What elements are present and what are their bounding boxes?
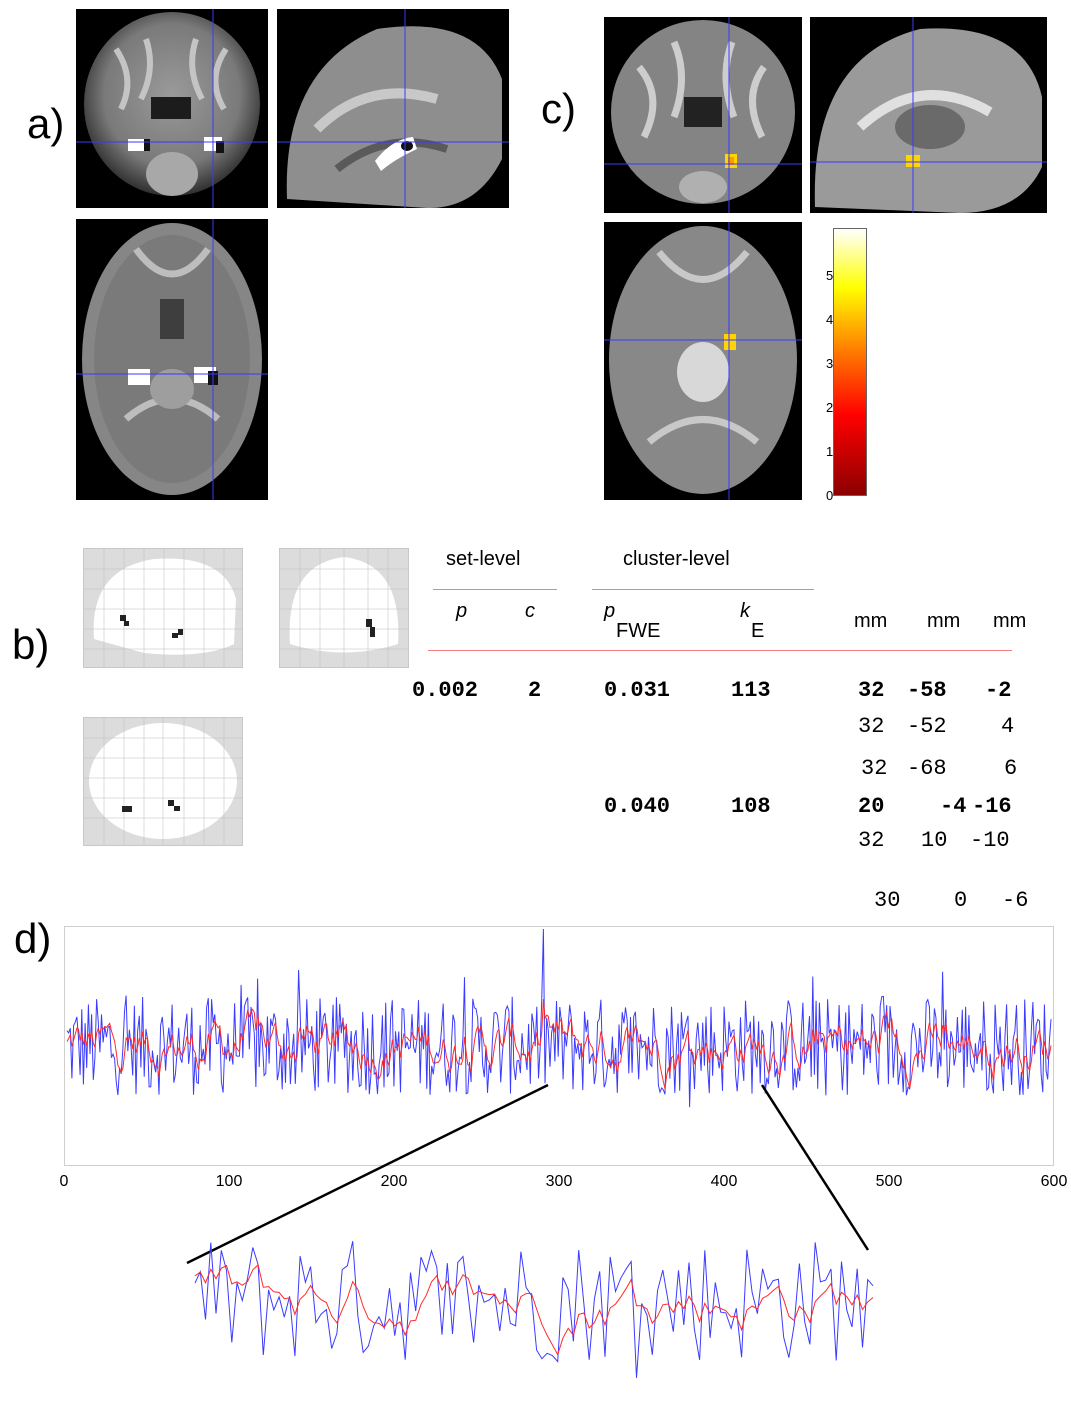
glass-brain-axial	[83, 717, 243, 846]
table-cell-x: 32	[861, 756, 888, 781]
mri-sagittal-c	[810, 17, 1047, 213]
time-series-plot	[64, 926, 1054, 1166]
colorbar-tick: 4	[826, 312, 834, 327]
col-mm-y-header: mm	[927, 610, 961, 632]
col-pfwe-subscript: FWE	[616, 620, 661, 642]
col-pfwe-header: p	[604, 600, 616, 622]
glass-brain-sagittal	[83, 548, 243, 668]
table-cell-y: 10	[921, 828, 948, 853]
series-blue-line	[194, 1241, 874, 1378]
panel-label-a: a)	[27, 100, 65, 147]
table-cell-z: -10	[970, 828, 1010, 853]
col-p-header: p	[456, 600, 468, 622]
col-c-header: c	[525, 600, 535, 622]
panel-label-b: b)	[12, 621, 50, 668]
table-cell-x: 30	[874, 888, 901, 913]
colorbar-tick: 1	[826, 444, 834, 459]
panel-label-c: c)	[541, 85, 576, 132]
table-cell-x: 20	[858, 794, 885, 819]
col-ke-subscript: E	[751, 620, 765, 642]
series-red-line	[66, 999, 1052, 1090]
table-cell-pfwe: 0.031	[604, 678, 671, 703]
table-cell-ke: 108	[731, 794, 771, 819]
table-cell-y: -58	[907, 678, 947, 703]
table-cell-c: 2	[528, 678, 542, 703]
time-series-zoom	[194, 1241, 874, 1378]
x-tick: 300	[545, 1173, 573, 1190]
panel-label-d: d)	[14, 915, 52, 962]
x-tick: 0	[59, 1173, 69, 1190]
cluster-level-rule	[592, 589, 814, 590]
cluster-level-header: cluster-level	[623, 548, 730, 570]
table-cell-p: 0.002	[412, 678, 479, 703]
colorbar-tick: 0	[826, 488, 834, 503]
series-red-line	[194, 1264, 874, 1356]
mri-axial-a	[76, 219, 268, 500]
table-cell-z: 6	[1004, 756, 1018, 781]
x-tick: 200	[380, 1173, 408, 1190]
mri-axial-c	[604, 222, 802, 500]
table-cell-ke: 113	[731, 678, 771, 703]
colorbar-tick: 5	[826, 268, 834, 283]
table-cell-y: -68	[907, 756, 947, 781]
table-cell-y: -4	[940, 794, 967, 819]
mri-coronal-c	[604, 17, 802, 213]
table-cell-x: 32	[858, 828, 885, 853]
table-cell-z: -16	[972, 794, 1012, 819]
table-cell-y: -52	[907, 714, 947, 739]
col-mm-z-header: mm	[993, 610, 1027, 632]
table-cell-z: -6	[1002, 888, 1029, 913]
col-mm-x-header: mm	[854, 610, 888, 632]
table-header-rule	[428, 650, 1012, 651]
table-cell-z: 4	[1001, 714, 1015, 739]
mri-coronal-a	[76, 9, 268, 208]
col-ke-header: k	[740, 600, 750, 622]
zoom-line-right	[760, 1084, 870, 1251]
x-tick: 100	[215, 1173, 243, 1190]
x-tick: 600	[1040, 1173, 1068, 1190]
table-cell-x: 32	[858, 714, 885, 739]
table-cell-x: 32	[858, 678, 885, 703]
x-tick: 500	[875, 1173, 903, 1190]
colorbar-tick: 2	[826, 400, 834, 415]
glass-brain-coronal	[279, 548, 409, 668]
colorbar	[833, 228, 867, 496]
table-cell-pfwe: 0.040	[604, 794, 671, 819]
colorbar-tick: 3	[826, 356, 834, 371]
table-cell-y: 0	[954, 888, 968, 913]
mri-sagittal-a	[277, 9, 509, 208]
x-tick: 400	[710, 1173, 738, 1190]
zoom-line-left	[186, 1083, 549, 1265]
table-cell-z: -2	[985, 678, 1012, 703]
set-level-header: set-level	[446, 548, 521, 570]
set-level-rule	[433, 589, 557, 590]
